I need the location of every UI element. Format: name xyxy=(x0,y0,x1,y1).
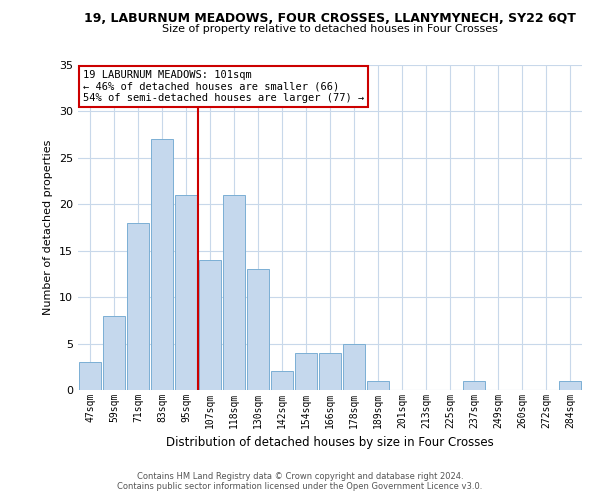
Text: Contains HM Land Registry data © Crown copyright and database right 2024.: Contains HM Land Registry data © Crown c… xyxy=(137,472,463,481)
Bar xyxy=(79,362,101,390)
Bar xyxy=(151,140,173,390)
Bar xyxy=(247,270,269,390)
Bar xyxy=(199,260,221,390)
Text: Size of property relative to detached houses in Four Crosses: Size of property relative to detached ho… xyxy=(162,24,498,34)
Bar xyxy=(367,380,389,390)
Bar xyxy=(127,223,149,390)
Y-axis label: Number of detached properties: Number of detached properties xyxy=(43,140,53,315)
Bar xyxy=(319,353,341,390)
Bar xyxy=(559,380,581,390)
Bar xyxy=(223,195,245,390)
Text: Contains public sector information licensed under the Open Government Licence v3: Contains public sector information licen… xyxy=(118,482,482,491)
X-axis label: Distribution of detached houses by size in Four Crosses: Distribution of detached houses by size … xyxy=(166,436,494,450)
Bar xyxy=(295,353,317,390)
Bar xyxy=(271,372,293,390)
Bar xyxy=(343,344,365,390)
Text: 19 LABURNUM MEADOWS: 101sqm
← 46% of detached houses are smaller (66)
54% of sem: 19 LABURNUM MEADOWS: 101sqm ← 46% of det… xyxy=(83,70,364,103)
Bar xyxy=(103,316,125,390)
Bar xyxy=(175,195,197,390)
Text: 19, LABURNUM MEADOWS, FOUR CROSSES, LLANYMYNECH, SY22 6QT: 19, LABURNUM MEADOWS, FOUR CROSSES, LLAN… xyxy=(84,12,576,26)
Bar xyxy=(463,380,485,390)
